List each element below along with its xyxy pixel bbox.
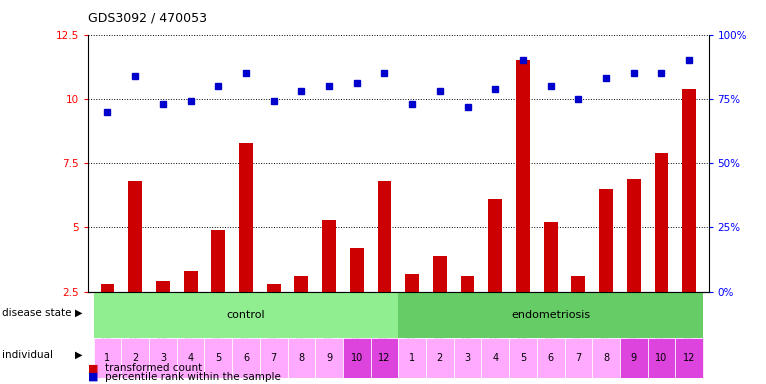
Bar — [211, 230, 225, 356]
Bar — [260, 338, 287, 378]
Text: 4: 4 — [188, 353, 194, 363]
Text: 6: 6 — [243, 353, 249, 363]
Text: 6: 6 — [548, 353, 554, 363]
Bar — [398, 338, 426, 378]
Bar — [516, 60, 530, 356]
Text: ■: ■ — [88, 372, 99, 382]
Bar — [100, 284, 114, 356]
Bar — [460, 276, 474, 356]
Bar — [316, 338, 343, 378]
Bar — [350, 248, 364, 356]
Bar — [232, 338, 260, 378]
Text: 10: 10 — [351, 353, 363, 363]
Text: 9: 9 — [326, 353, 332, 363]
Bar — [405, 274, 419, 356]
Bar — [378, 181, 391, 356]
Bar — [489, 199, 502, 356]
Text: ■: ■ — [88, 363, 99, 373]
Text: transformed count: transformed count — [105, 363, 202, 373]
Text: 7: 7 — [575, 353, 581, 363]
Bar — [620, 338, 647, 378]
Bar — [239, 142, 253, 356]
Text: 7: 7 — [270, 353, 277, 363]
Bar — [676, 338, 703, 378]
Text: 5: 5 — [215, 353, 221, 363]
Bar — [683, 89, 696, 356]
Bar — [267, 284, 280, 356]
Bar — [371, 338, 398, 378]
Text: 9: 9 — [630, 353, 637, 363]
Text: endometriosis: endometriosis — [511, 310, 591, 320]
Text: 2: 2 — [132, 353, 139, 363]
Bar — [565, 338, 592, 378]
Bar — [128, 181, 142, 356]
Text: 3: 3 — [464, 353, 470, 363]
Text: ▶: ▶ — [75, 308, 83, 318]
Bar — [156, 281, 170, 356]
Text: 1: 1 — [409, 353, 415, 363]
Text: 1: 1 — [104, 353, 110, 363]
Text: 5: 5 — [520, 353, 526, 363]
Bar — [149, 338, 177, 378]
Bar — [177, 338, 205, 378]
Bar — [426, 338, 453, 378]
Bar — [294, 276, 308, 356]
Text: percentile rank within the sample: percentile rank within the sample — [105, 372, 281, 382]
Text: individual: individual — [2, 350, 53, 360]
Bar — [121, 338, 149, 378]
Text: 12: 12 — [683, 353, 696, 363]
Bar — [398, 292, 703, 338]
Text: 2: 2 — [437, 353, 443, 363]
Text: control: control — [227, 310, 265, 320]
Bar — [205, 338, 232, 378]
Text: GDS3092 / 470053: GDS3092 / 470053 — [88, 12, 207, 25]
Text: 8: 8 — [298, 353, 304, 363]
Text: ▶: ▶ — [75, 350, 83, 360]
Bar — [627, 179, 640, 356]
Text: 8: 8 — [603, 353, 609, 363]
Text: 3: 3 — [160, 353, 166, 363]
Bar — [481, 338, 509, 378]
Bar — [592, 338, 620, 378]
Bar — [647, 338, 676, 378]
Bar — [654, 153, 669, 356]
Bar — [571, 276, 585, 356]
Bar — [343, 338, 371, 378]
Bar — [509, 338, 537, 378]
Bar — [453, 338, 481, 378]
Text: 12: 12 — [378, 353, 391, 363]
Text: 4: 4 — [493, 353, 499, 363]
Bar — [322, 220, 336, 356]
Bar — [93, 338, 121, 378]
Bar — [599, 189, 613, 356]
Bar — [433, 256, 447, 356]
Bar — [537, 338, 565, 378]
Bar — [93, 292, 398, 338]
Text: 10: 10 — [656, 353, 668, 363]
Bar — [544, 222, 558, 356]
Text: disease state: disease state — [2, 308, 71, 318]
Bar — [184, 271, 198, 356]
Bar — [287, 338, 316, 378]
